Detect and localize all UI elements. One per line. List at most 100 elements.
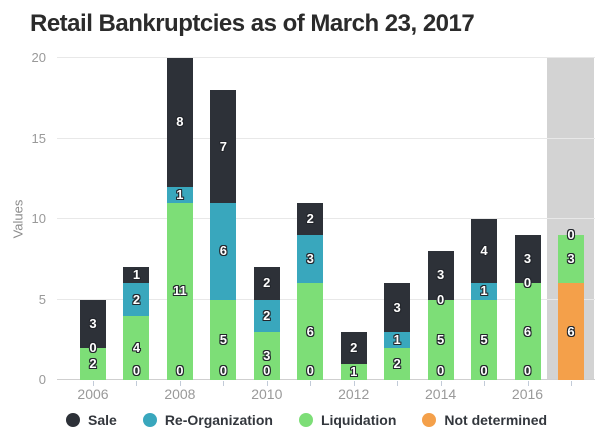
legend-item-liquidation[interactable]: Liquidation (298, 412, 397, 428)
legend-label: Re-Organization (164, 412, 273, 428)
x-tick-mark (527, 381, 529, 386)
x-tick-mark (266, 381, 268, 386)
bar-segment-2009-sale (210, 90, 237, 203)
bar-value-label: 0 (306, 363, 314, 379)
bar-segment-2017-liquidation (557, 235, 584, 284)
bar-value-label: 3 (306, 251, 314, 267)
gridline (57, 218, 595, 219)
legend-item-sale[interactable]: Sale (66, 412, 117, 428)
bar-value-label: 5 (219, 331, 227, 347)
bar-value-label: 0 (523, 363, 532, 379)
bar-value-label: 0 (263, 363, 271, 379)
y-tick-label: 15 (31, 130, 46, 146)
bar-segment-2013-re-organization (384, 331, 411, 348)
legend-swatch (66, 413, 80, 427)
bar-segment-2013-sale (384, 283, 411, 332)
x-tick-label: 2010 (251, 386, 283, 402)
y-tick-label: 5 (38, 291, 46, 307)
bar-value-label: 1 (393, 331, 401, 347)
bar-segment-2010-re-organization (253, 299, 280, 332)
x-tick-label: 2016 (511, 386, 544, 402)
legend-label: Liquidation (320, 412, 397, 428)
bar-value-label: 2 (89, 355, 97, 371)
bar-value-label: 6 (306, 323, 314, 339)
bar-value-label: 2 (263, 275, 271, 291)
bar-value-label: 0 (176, 363, 184, 379)
x-tick-mark (397, 381, 399, 386)
bar-value-label: 7 (219, 138, 227, 154)
bar-value-label: 1 (350, 363, 358, 379)
y-axis: 0 5 10 15 20 (0, 50, 46, 387)
bar-segment-2013-liquidation (384, 347, 411, 380)
gridline (57, 298, 595, 300)
x-tick-mark (570, 381, 572, 386)
legend-item-not-determined[interactable]: Not determined (422, 412, 547, 428)
x-tick-mark (136, 381, 138, 386)
bar-value-label: 0 (523, 275, 532, 291)
bar-value-label: 3 (89, 315, 97, 331)
x-axis-line (57, 379, 595, 380)
bar-segment-2007-sale (123, 267, 150, 284)
bar-value-label: 3 (393, 299, 401, 315)
y-tick-label: 20 (31, 50, 46, 65)
bar-value-label: 2 (132, 291, 141, 307)
gridline (57, 137, 595, 139)
bar-segment-2012-sale (340, 331, 367, 364)
bar-segment-2008-liquidation (166, 202, 193, 380)
legend: Sale Re-Organization Liquidation Not determ… (66, 412, 547, 428)
x-tick-mark (353, 381, 355, 386)
x-tick-mark (179, 381, 181, 386)
x-tick-label: 2008 (164, 386, 196, 402)
x-tick-mark (440, 381, 442, 386)
bar-value-label: 1 (132, 267, 141, 283)
bar-value-label: 6 (219, 243, 227, 259)
bar-value-label: 4 (132, 339, 141, 355)
bar-segment-2010-sale (253, 267, 280, 300)
bar-value-label: 5 (436, 331, 445, 347)
bar-value-label: 2 (393, 355, 401, 371)
bar-segment-2011-liquidation (297, 283, 324, 380)
bar-segment-2006-sale (80, 299, 106, 348)
bar-segment-2010-liquidation (253, 331, 280, 380)
bar-value-label: 0 (480, 363, 488, 379)
bar-segment-2016-liquidation (514, 283, 541, 380)
legend-label: Sale (88, 412, 117, 428)
bar-segment-2015-liquidation (471, 299, 498, 380)
x-tick-label: 2014 (425, 386, 457, 402)
bar-value-label: 0 (567, 227, 575, 243)
bar-segment-2014-liquidation (427, 299, 454, 380)
bar-segment-2009-liquidation (210, 299, 237, 380)
y-tick-label: 0 (38, 372, 46, 387)
x-tick-label: 2006 (77, 386, 109, 402)
bar-segment-2014-sale (427, 251, 454, 300)
bar-segment-2006-liquidation (80, 347, 106, 380)
bar-segment-2008-sale (166, 58, 193, 187)
bar-segment-2007-re-organization (123, 283, 150, 316)
bar-segment-2016-sale (514, 235, 541, 284)
bar-segment-2017-not-determined (557, 283, 584, 380)
legend-swatch (298, 413, 313, 427)
bar-value-label: 0 (436, 363, 445, 379)
bar-segment-2015-re-organization (471, 283, 498, 300)
bar-segment-2012-liquidation (340, 363, 367, 380)
bar-value-label: 1 (176, 186, 184, 202)
bar-value-label: 0 (132, 363, 141, 379)
bar-segment-2008-re-organization (166, 186, 193, 203)
legend-item-re-organization[interactable]: Re-Organization (142, 412, 273, 428)
bar-value-label: 4 (480, 243, 488, 259)
legend-label: Not determined (444, 412, 548, 428)
bar-value-label: 11 (173, 283, 187, 299)
legend-swatch (422, 413, 437, 427)
x-tick-mark (93, 381, 94, 386)
bar-value-label: 1 (480, 283, 488, 299)
bar-value-label: 2 (263, 307, 271, 323)
bar-segment-2015-sale (471, 219, 498, 284)
bar-value-label: 3 (523, 251, 532, 267)
bar-value-label: 0 (219, 363, 227, 379)
bar-value-label: 8 (176, 114, 184, 130)
y-tick-label: 10 (31, 211, 46, 226)
bar-segment-2011-re-organization (297, 235, 324, 284)
bar-value-label: 0 (436, 291, 445, 307)
x-tick-mark (310, 381, 312, 386)
